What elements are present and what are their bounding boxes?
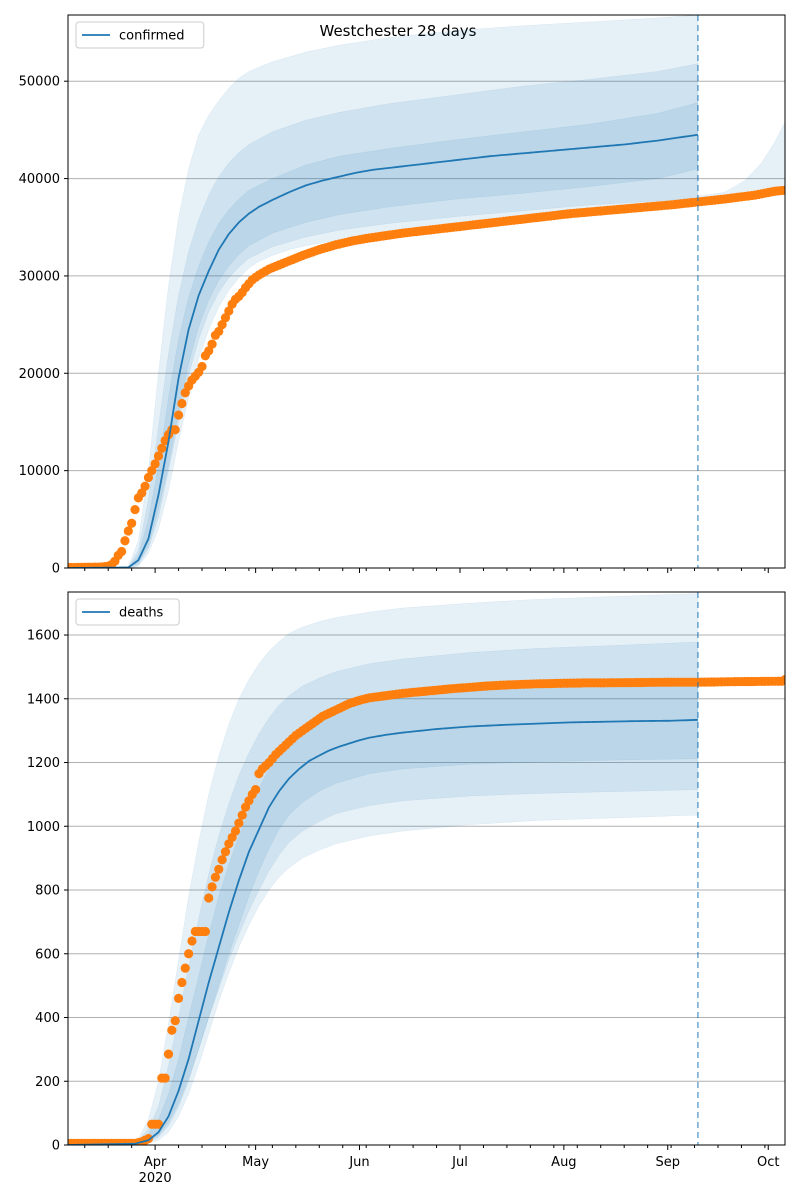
- observed-point: [220, 313, 231, 323]
- observed-point: [157, 443, 167, 453]
- observed-point: [214, 864, 224, 874]
- axes-frame: [67, 591, 786, 1146]
- observed-point: [210, 872, 221, 882]
- observed-point: [204, 893, 214, 903]
- y-tick-label: 10000: [19, 464, 60, 479]
- observed-point: [140, 481, 150, 491]
- y-tick-label: 20000: [19, 367, 60, 382]
- x-tick-label: Oct: [757, 1155, 779, 1170]
- observed-point: [150, 459, 160, 469]
- y-tick-label: 0: [52, 562, 60, 577]
- observed-point: [207, 339, 217, 349]
- x-tick-label: Apr: [144, 1155, 167, 1170]
- observed-point: [224, 306, 234, 316]
- observed-point: [177, 977, 187, 988]
- legend-label: deaths: [119, 606, 164, 621]
- axes-frame: [67, 14, 786, 569]
- x-tick-label: Jul: [451, 1155, 468, 1170]
- observed-point: [780, 185, 785, 195]
- observed-point: [123, 526, 133, 536]
- observed-point: [230, 826, 241, 836]
- model-median-line: [68, 133, 699, 568]
- y-tick-label: 200: [35, 1075, 60, 1090]
- uncertainty-band-inner: [68, 682, 699, 1145]
- x-tick-label: Sep: [655, 1155, 680, 1170]
- observed-point: [204, 346, 214, 356]
- observed-point: [137, 488, 147, 498]
- y-tick-label: 800: [35, 884, 60, 899]
- observed-point: [780, 675, 785, 685]
- observed-point: [177, 398, 187, 409]
- x-year-label: 2020: [139, 1171, 172, 1186]
- x-tick-label: May: [242, 1155, 269, 1170]
- confirmed-panel: 0 10000 20000 30000 40000 50000 confirmed: [19, 14, 786, 577]
- observed-point: [117, 546, 127, 557]
- observed-point: [200, 926, 210, 937]
- y-tick-label: 400: [35, 1011, 60, 1026]
- observed-point: [120, 536, 130, 546]
- y-tick-label: 1600: [27, 629, 60, 644]
- legend: deaths: [75, 598, 180, 626]
- observed-point: [234, 818, 244, 828]
- observed-point: [130, 504, 140, 515]
- observed-point: [184, 949, 194, 959]
- y-tick-label: 30000: [19, 269, 60, 284]
- deaths-panel: 0 200 400 600 800 1000 1200 1400 1600 Apr May Jun Ju…: [27, 591, 786, 1186]
- observed-point: [153, 1119, 164, 1129]
- chart-title: Westchester 28 days: [320, 22, 477, 40]
- y-tick-label: 50000: [19, 75, 60, 90]
- observed-point: [160, 1073, 170, 1083]
- legend-box: [75, 598, 180, 626]
- observed-point: [214, 326, 224, 337]
- observed-point: [220, 847, 231, 857]
- y-tick-label: 1000: [27, 820, 60, 835]
- x-tick-label: Jun: [348, 1155, 369, 1170]
- legend-box: [75, 21, 205, 49]
- plot-area: [68, 593, 785, 1145]
- y-tick-label: 1200: [27, 756, 60, 771]
- observed-point: [207, 882, 217, 892]
- observed-point: [217, 855, 227, 865]
- model-median-line: [68, 718, 698, 1145]
- observed-point: [143, 472, 154, 483]
- x-tick-label: Aug: [551, 1155, 576, 1170]
- observed-point: [217, 320, 227, 330]
- observed-point: [197, 361, 207, 372]
- observed-point: [170, 425, 180, 435]
- observed-point: [170, 1016, 180, 1026]
- observed-point: [180, 963, 190, 973]
- observed-point: [173, 410, 184, 420]
- y-tick-label: 1400: [27, 692, 60, 707]
- observed-point: [167, 1025, 177, 1035]
- observed-point: [251, 785, 261, 795]
- observed-point: [127, 518, 137, 528]
- observed-point: [147, 466, 157, 476]
- observed-point: [187, 936, 197, 946]
- legend-label: confirmed: [119, 29, 185, 44]
- y-tick-label: 600: [35, 947, 60, 962]
- observed-point: [180, 388, 190, 398]
- y-tick-label: 40000: [19, 172, 60, 187]
- plot-area: [68, 15, 785, 568]
- legend: confirmed: [75, 21, 205, 49]
- observed-point: [153, 451, 164, 461]
- observed-point: [237, 810, 247, 820]
- observed-point: [173, 993, 184, 1003]
- y-tick-label: 0: [52, 1139, 60, 1154]
- observed-point: [163, 1049, 174, 1059]
